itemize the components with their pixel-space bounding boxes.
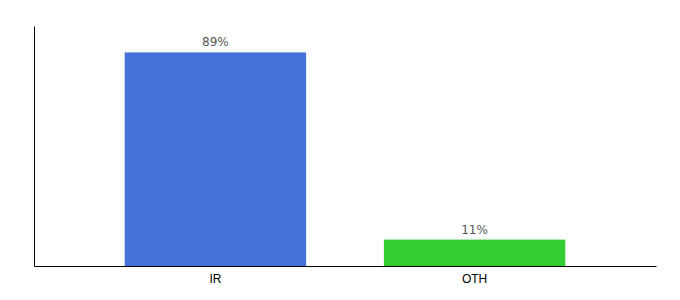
bar: [384, 240, 565, 266]
x-tick-label: OTH: [462, 272, 487, 286]
x-tick: OTH: [462, 272, 487, 286]
bar: [125, 52, 306, 266]
x-tick-label: IR: [209, 272, 221, 286]
y-axis-line: [34, 27, 35, 267]
x-tick: IR: [209, 272, 221, 286]
x-axis: IR OTH: [35, 267, 657, 286]
bars: [125, 52, 566, 266]
plot: IR OTH 89% 11%: [35, 27, 657, 286]
data-label: 89%: [202, 35, 229, 49]
x-axis-line: [35, 266, 657, 267]
data-labels: 89% 11%: [202, 35, 488, 236]
y-axis: [34, 27, 35, 267]
chart: IR OTH 89% 11%: [0, 0, 680, 300]
data-label: 11%: [461, 223, 488, 237]
